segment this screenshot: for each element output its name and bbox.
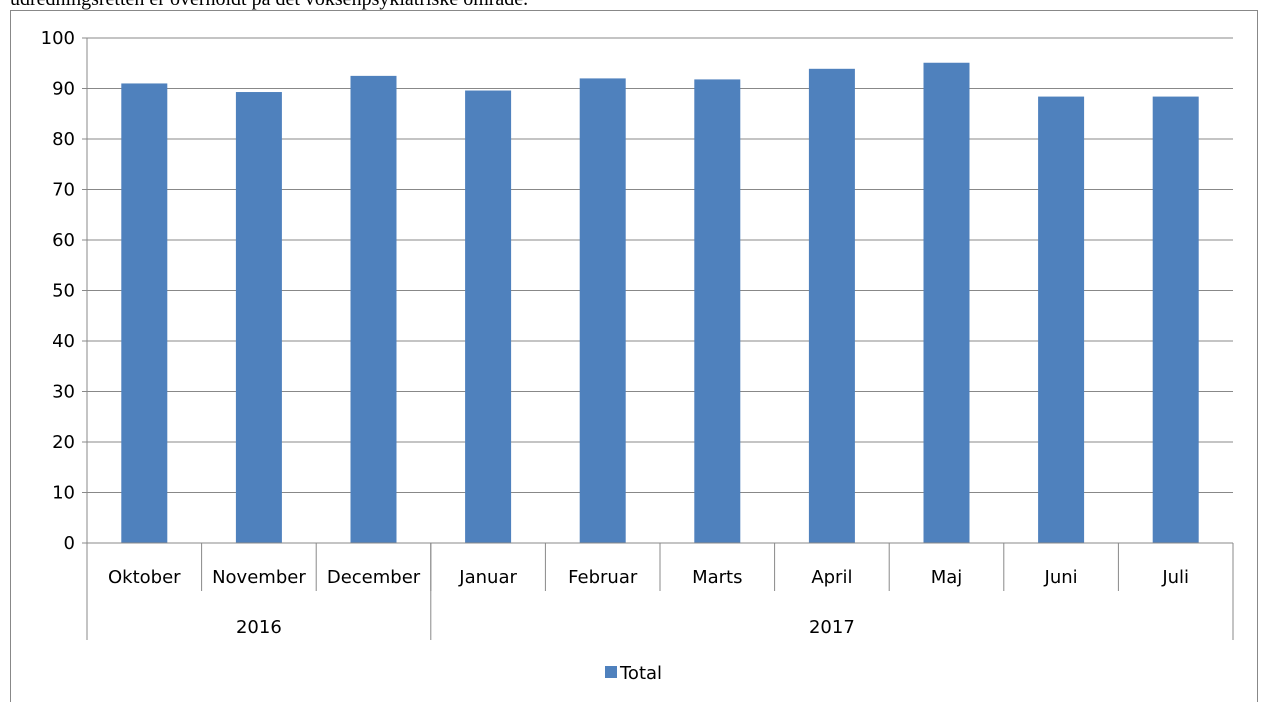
x-tick-label: Juli [1161, 567, 1189, 588]
y-tick-label: 10 [52, 483, 75, 504]
bar [121, 83, 168, 543]
bar [1038, 96, 1085, 543]
legend-swatch [605, 666, 617, 678]
bar [350, 75, 397, 543]
bar [694, 79, 741, 543]
x-tick-label: Maj [931, 567, 963, 588]
x-tick-label: Marts [692, 567, 742, 588]
bar [579, 78, 626, 544]
legend-label: Total [619, 663, 662, 684]
y-tick-label: 40 [52, 331, 75, 352]
x-tick-label: April [811, 567, 852, 588]
y-tick-label: 30 [52, 382, 75, 403]
x-tick-label: November [212, 567, 306, 588]
x-tick-label: Januar [458, 567, 517, 588]
y-tick-label: 80 [52, 129, 75, 150]
y-tick-label: 90 [52, 79, 75, 100]
bar [465, 90, 512, 544]
bar [808, 68, 855, 544]
x-tick-label: Juni [1044, 567, 1078, 588]
x-tick-label: December [327, 567, 421, 588]
caption: udredningsretten er overholdt på det vok… [10, 0, 528, 10]
x-tick-label: Oktober [108, 567, 181, 588]
y-tick-label: 60 [52, 230, 75, 251]
bar [923, 62, 970, 544]
y-tick-label: 50 [52, 281, 75, 302]
y-tick-label: 20 [52, 432, 75, 453]
y-tick-label: 70 [52, 180, 75, 201]
bar [235, 92, 282, 543]
x-group-label: 2016 [236, 617, 282, 638]
x-tick-label: Februar [568, 567, 638, 588]
y-tick-label: 0 [64, 533, 75, 554]
x-group-label: 2017 [809, 617, 855, 638]
y-tick-label: 100 [41, 28, 75, 49]
bar [1152, 96, 1199, 543]
